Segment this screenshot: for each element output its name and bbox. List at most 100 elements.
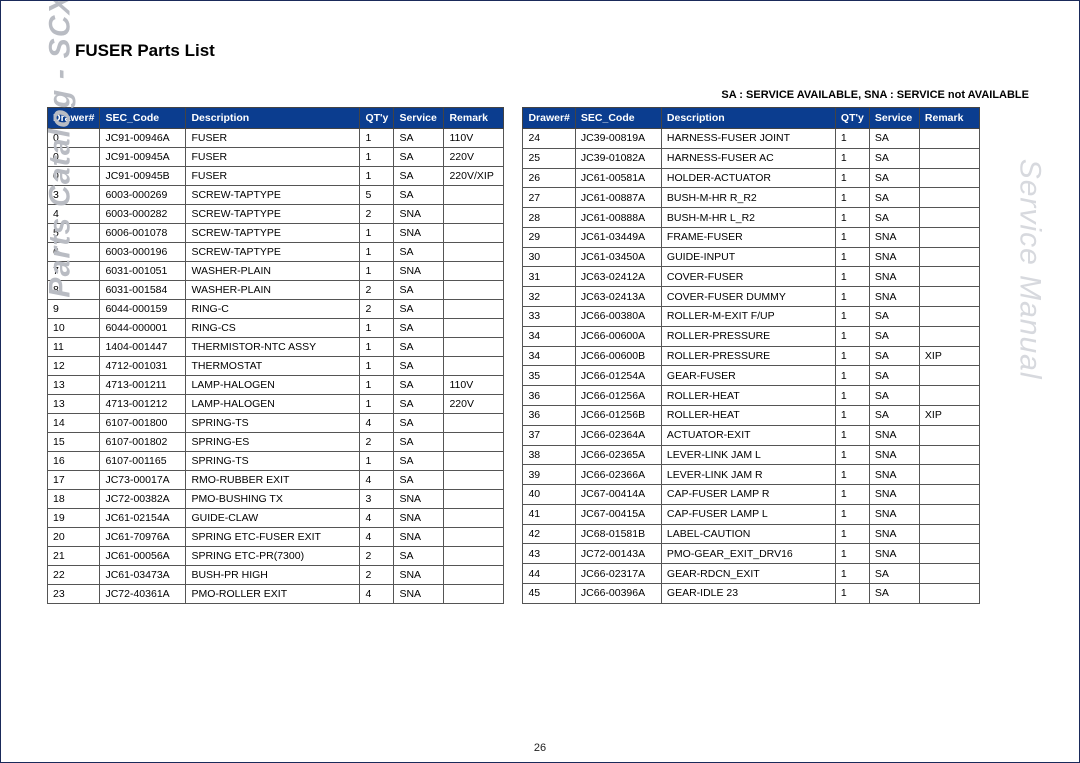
table-cell: LABEL-CAUTION: [661, 524, 835, 544]
table-cell: JC66-00380A: [575, 307, 661, 327]
table-cell: SA: [869, 208, 919, 228]
table-cell: SA: [869, 386, 919, 406]
table-cell: SA: [394, 395, 444, 414]
table-cell: ROLLER-HEAT: [661, 405, 835, 425]
table-head: Drawer# SEC_Code Description QT'y Servic…: [48, 108, 504, 129]
table-cell: SA: [394, 471, 444, 490]
col-sec: SEC_Code: [575, 108, 661, 129]
table-cell: 31: [523, 267, 575, 287]
table-cell: SPRING-TS: [186, 452, 360, 471]
table-cell: 1: [835, 405, 869, 425]
table-cell: 2: [360, 300, 394, 319]
table-row: 21JC61-00056ASPRING ETC-PR(7300)2SA: [48, 547, 504, 566]
table-cell: 3: [360, 490, 394, 509]
table-cell: JC61-03450A: [575, 247, 661, 267]
table-cell: FUSER: [186, 129, 360, 148]
table-row: 32JC63-02413ACOVER-FUSER DUMMY1SNA: [523, 287, 979, 307]
table-row: 33JC66-00380AROLLER-M-EXIT F/UP1SA: [523, 307, 979, 327]
watermark-left-main: Parts Catalog - SCX-4600: [44, 0, 77, 298]
table-cell: PMO-ROLLER EXIT: [186, 585, 360, 604]
table-row: 46003-000282SCREW-TAPTYPE2SNA: [48, 205, 504, 224]
table-cell: 1: [835, 148, 869, 168]
table-cell: SCREW-TAPTYPE: [186, 186, 360, 205]
table-cell: ROLLER-M-EXIT F/UP: [661, 307, 835, 327]
table-cell: [919, 386, 979, 406]
table-cell: [444, 243, 504, 262]
table-cell: [919, 188, 979, 208]
table-cell: JC66-01254A: [575, 366, 661, 386]
table-cell: LAMP-HALOGEN: [186, 376, 360, 395]
table-row: 30JC61-03450AGUIDE-INPUT1SNA: [523, 247, 979, 267]
table-cell: FUSER: [186, 167, 360, 186]
table-cell: SA: [394, 300, 444, 319]
table-cell: [444, 281, 504, 300]
table-cell: SNA: [394, 566, 444, 585]
table-cell: SA: [394, 357, 444, 376]
table-cell: 15: [48, 433, 100, 452]
table-cell: 1: [835, 227, 869, 247]
table-row: 26JC61-00581AHOLDER-ACTUATOR1SA: [523, 168, 979, 188]
table-cell: JC61-00887A: [575, 188, 661, 208]
table-cell: SA: [869, 148, 919, 168]
table-cell: 6107-001802: [100, 433, 186, 452]
table-cell: THERMISTOR-NTC ASSY: [186, 338, 360, 357]
table-cell: JC39-00819A: [575, 129, 661, 149]
table-cell: JC67-00414A: [575, 485, 661, 505]
table-cell: 1: [835, 247, 869, 267]
table-cell: GUIDE-CLAW: [186, 509, 360, 528]
table-row: 34JC66-00600BROLLER-PRESSURE1SAXIP: [523, 346, 979, 366]
table-cell: 32: [523, 287, 575, 307]
table-row: 166107-001165SPRING-TS1SA: [48, 452, 504, 471]
table-cell: 1: [835, 583, 869, 603]
table-cell: 1: [835, 386, 869, 406]
table-header-row: Drawer# SEC_Code Description QT'y Servic…: [523, 108, 979, 129]
table-cell: SA: [869, 326, 919, 346]
table-cell: SCREW-TAPTYPE: [186, 224, 360, 243]
table-row: 42JC68-01581BLABEL-CAUTION1SNA: [523, 524, 979, 544]
table-cell: 1: [360, 395, 394, 414]
table-cell: 16: [48, 452, 100, 471]
table-cell: 1: [835, 544, 869, 564]
table-cell: [919, 148, 979, 168]
table-cell: [919, 425, 979, 445]
table-cell: SA: [394, 281, 444, 300]
tables-container: Drawer# SEC_Code Description QT'y Servic…: [43, 107, 1037, 604]
table-cell: 2: [360, 547, 394, 566]
table-cell: SA: [394, 376, 444, 395]
table-cell: 6107-001165: [100, 452, 186, 471]
table-cell: 6044-000001: [100, 319, 186, 338]
table-cell: 1: [835, 307, 869, 327]
table-cell: 1: [360, 167, 394, 186]
table-cell: JC67-00415A: [575, 504, 661, 524]
table-cell: 1: [360, 452, 394, 471]
table-row: 37JC66-02364AACTUATOR-EXIT1SNA: [523, 425, 979, 445]
table-cell: JC61-00581A: [575, 168, 661, 188]
table-cell: JC66-02364A: [575, 425, 661, 445]
table-cell: SA: [394, 452, 444, 471]
page-number: 26: [1, 742, 1079, 754]
table-cell: [444, 547, 504, 566]
table-cell: 1: [360, 129, 394, 148]
table-row: 66003-000196SCREW-TAPTYPE1SA: [48, 243, 504, 262]
table-cell: 6006-001078: [100, 224, 186, 243]
table-cell: ACTUATOR-EXIT: [661, 425, 835, 445]
table-cell: XIP: [919, 346, 979, 366]
table-cell: 4713-001212: [100, 395, 186, 414]
parts-table-left: Drawer# SEC_Code Description QT'y Servic…: [47, 107, 504, 604]
table-row: 36JC66-01256AROLLER-HEAT1SA: [523, 386, 979, 406]
table-cell: 4: [360, 471, 394, 490]
table-cell: [919, 129, 979, 149]
table-cell: 17: [48, 471, 100, 490]
table-cell: 1: [835, 267, 869, 287]
table-cell: SA: [869, 307, 919, 327]
table-cell: JC39-01082A: [575, 148, 661, 168]
col-drawer: Drawer#: [523, 108, 575, 129]
table-cell: SA: [394, 338, 444, 357]
table-cell: 4: [360, 528, 394, 547]
table-cell: 2: [360, 281, 394, 300]
table-cell: SCREW-TAPTYPE: [186, 205, 360, 224]
table-row: 0JC91-00945AFUSER1SA220V: [48, 148, 504, 167]
table-cell: [444, 205, 504, 224]
parts-table-right: Drawer# SEC_Code Description QT'y Servic…: [522, 107, 979, 604]
table-cell: [919, 445, 979, 465]
